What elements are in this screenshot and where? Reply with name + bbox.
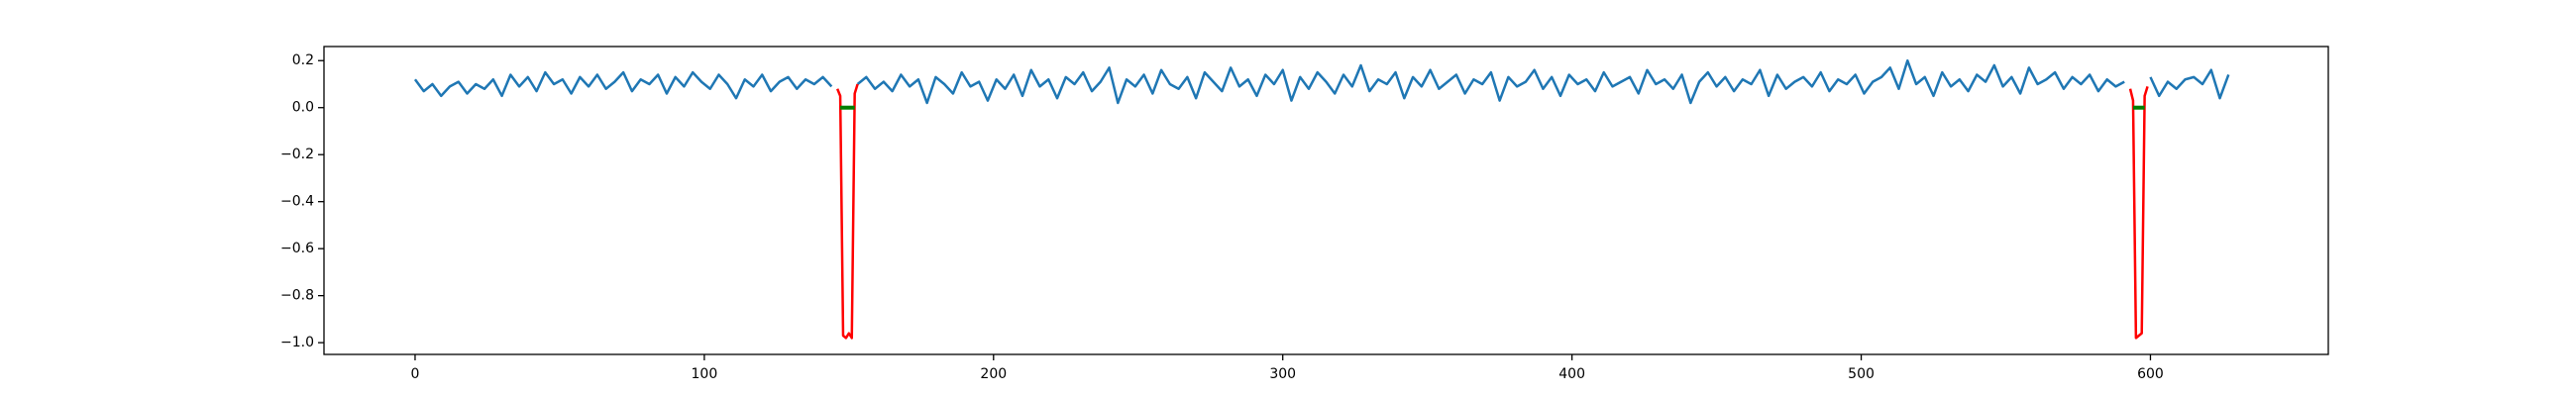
data-line bbox=[2128, 85, 2149, 340]
y-tick-label: −1.0 bbox=[280, 335, 314, 350]
y-tick-label: −0.2 bbox=[280, 147, 314, 162]
y-tick-label: −0.4 bbox=[280, 194, 314, 210]
x-tick-label: 500 bbox=[1848, 366, 1875, 382]
data-line bbox=[856, 58, 2125, 105]
y-tick-label: −0.6 bbox=[280, 241, 314, 256]
x-tick-label: 400 bbox=[1558, 366, 1585, 382]
plot-frame bbox=[323, 46, 2329, 355]
y-tick-label: −0.8 bbox=[280, 288, 314, 304]
y-tick-label: 0.0 bbox=[292, 100, 314, 116]
data-line bbox=[413, 70, 833, 100]
data-line bbox=[2149, 68, 2230, 100]
data-line bbox=[836, 83, 859, 340]
x-tick-label: 100 bbox=[692, 366, 718, 382]
x-tick-label: 600 bbox=[2137, 366, 2164, 382]
x-tick-label: 300 bbox=[1269, 366, 1296, 382]
x-tick-label: 200 bbox=[980, 366, 1007, 382]
y-tick-label: 0.2 bbox=[292, 52, 314, 68]
x-tick-label: 0 bbox=[410, 366, 419, 382]
